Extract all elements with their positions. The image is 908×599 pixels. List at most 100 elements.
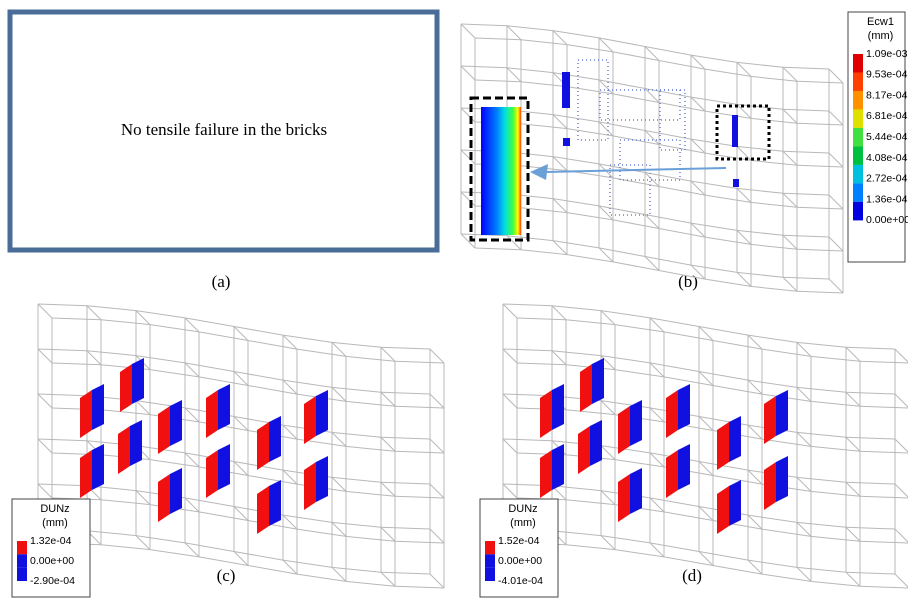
- edge: [429, 348, 445, 364]
- edge: [782, 150, 798, 166]
- edge: [859, 405, 908, 409]
- patch-red: [666, 390, 678, 438]
- edge: [135, 310, 186, 319]
- edge: [380, 346, 431, 350]
- edge: [747, 379, 798, 388]
- edge: [750, 285, 798, 292]
- patch-blue: [729, 480, 741, 526]
- edge: [380, 391, 431, 395]
- edge: [698, 416, 714, 431]
- edge: [345, 400, 396, 407]
- marks: [80, 59, 788, 534]
- edge: [135, 310, 151, 325]
- edge: [100, 409, 151, 416]
- crack-dots: [619, 139, 681, 181]
- edge: [460, 23, 508, 27]
- legend-unit: (mm): [510, 517, 536, 529]
- patch-red: [540, 450, 552, 498]
- patch-blue: [218, 384, 230, 430]
- edge: [331, 387, 347, 402]
- edge: [502, 438, 553, 442]
- edge: [747, 334, 798, 343]
- edge: [184, 497, 200, 513]
- legend-swatch: [17, 541, 27, 555]
- edge: [649, 542, 700, 552]
- patch-red: [158, 474, 170, 522]
- legend-entry: 0.00e+00: [498, 555, 542, 567]
- edge: [810, 400, 861, 407]
- edge: [506, 25, 522, 41]
- patch-red: [717, 486, 729, 534]
- edge: [345, 445, 396, 452]
- edge: [698, 506, 714, 521]
- patch-blue: [630, 468, 642, 514]
- edge: [566, 44, 614, 53]
- edge: [502, 393, 553, 397]
- edge: [233, 506, 249, 521]
- patch-blue: [590, 420, 602, 466]
- patch-blue: [678, 384, 690, 430]
- legend-swatch: [853, 201, 863, 221]
- edge: [704, 110, 752, 119]
- edge: [690, 138, 706, 154]
- edge: [135, 355, 186, 364]
- edge: [600, 400, 651, 409]
- edge: [859, 450, 908, 454]
- patch-red: [666, 450, 678, 498]
- edge: [598, 205, 614, 221]
- edge: [698, 371, 714, 386]
- edge: [894, 573, 908, 588]
- edge: [598, 79, 614, 95]
- edge: [782, 276, 798, 292]
- edge: [704, 278, 752, 287]
- edge: [761, 573, 812, 582]
- edge: [649, 407, 665, 423]
- edge: [859, 495, 908, 499]
- edge: [712, 385, 763, 395]
- edge: [736, 61, 784, 68]
- edge: [520, 207, 568, 214]
- edge: [796, 522, 812, 537]
- patch-red: [158, 406, 170, 454]
- edge: [690, 222, 706, 238]
- edge: [184, 542, 200, 558]
- legend-swatch: [853, 72, 863, 91]
- edge: [750, 117, 798, 124]
- edge: [184, 317, 235, 327]
- edge: [37, 438, 53, 454]
- edge: [845, 571, 896, 575]
- edge: [551, 530, 602, 537]
- damage-patch: [732, 115, 738, 147]
- edge: [565, 409, 616, 416]
- edge: [810, 355, 861, 362]
- edge: [429, 483, 445, 499]
- edge: [460, 107, 476, 123]
- edge: [429, 528, 445, 544]
- edge: [845, 526, 861, 542]
- legend-entry: 1.52e-04: [498, 535, 540, 547]
- edge: [282, 514, 333, 523]
- edge: [712, 475, 763, 485]
- edge: [520, 123, 568, 130]
- edge: [282, 379, 298, 395]
- edge: [135, 490, 151, 505]
- legend-title: DUNz: [40, 503, 69, 515]
- edge: [331, 476, 382, 483]
- edge: [698, 326, 714, 341]
- edge: [698, 461, 714, 476]
- edge: [502, 393, 518, 409]
- patch-blue: [92, 444, 104, 490]
- edge: [600, 490, 616, 505]
- legend-swatch: [853, 54, 863, 73]
- edge: [37, 483, 53, 499]
- edge: [649, 542, 665, 558]
- edge: [810, 580, 861, 587]
- edge: [296, 573, 347, 582]
- edge: [552, 240, 568, 255]
- edge: [86, 530, 137, 537]
- edge: [331, 386, 382, 393]
- edge: [845, 436, 861, 452]
- edge: [690, 180, 706, 196]
- patch-blue: [678, 444, 690, 490]
- edge: [552, 198, 600, 207]
